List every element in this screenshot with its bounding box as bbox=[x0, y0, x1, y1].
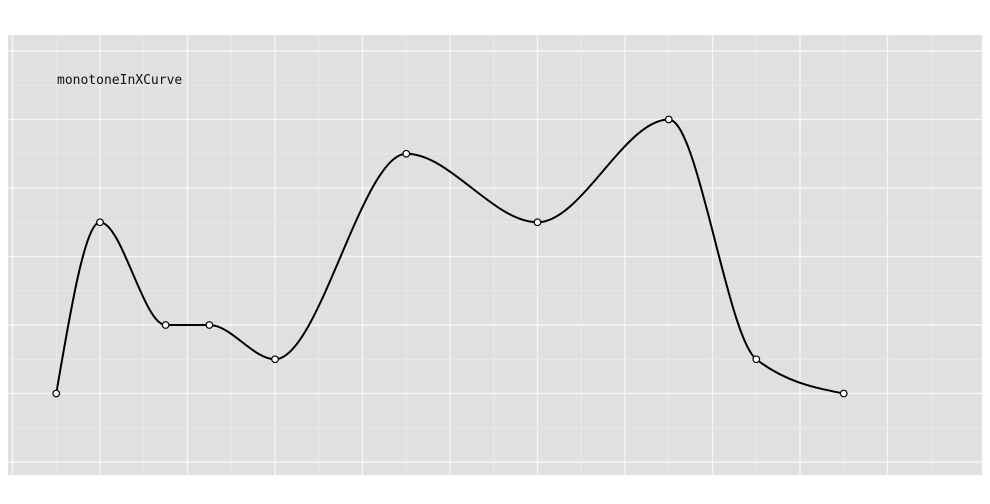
data-point bbox=[752, 355, 761, 364]
plot-background bbox=[8, 35, 982, 475]
data-point bbox=[52, 389, 61, 398]
data-point bbox=[271, 355, 279, 364]
data-point bbox=[161, 321, 170, 329]
data-point bbox=[664, 115, 673, 124]
data-points bbox=[52, 115, 848, 398]
series-line bbox=[55, 118, 844, 395]
data-point bbox=[533, 218, 542, 227]
data-point bbox=[205, 321, 214, 329]
curve-type-label: monotoneInXCurve bbox=[57, 73, 182, 88]
grid-lines bbox=[8, 35, 982, 475]
data-point bbox=[96, 218, 104, 227]
data-point bbox=[839, 389, 848, 398]
data-point bbox=[402, 149, 411, 158]
